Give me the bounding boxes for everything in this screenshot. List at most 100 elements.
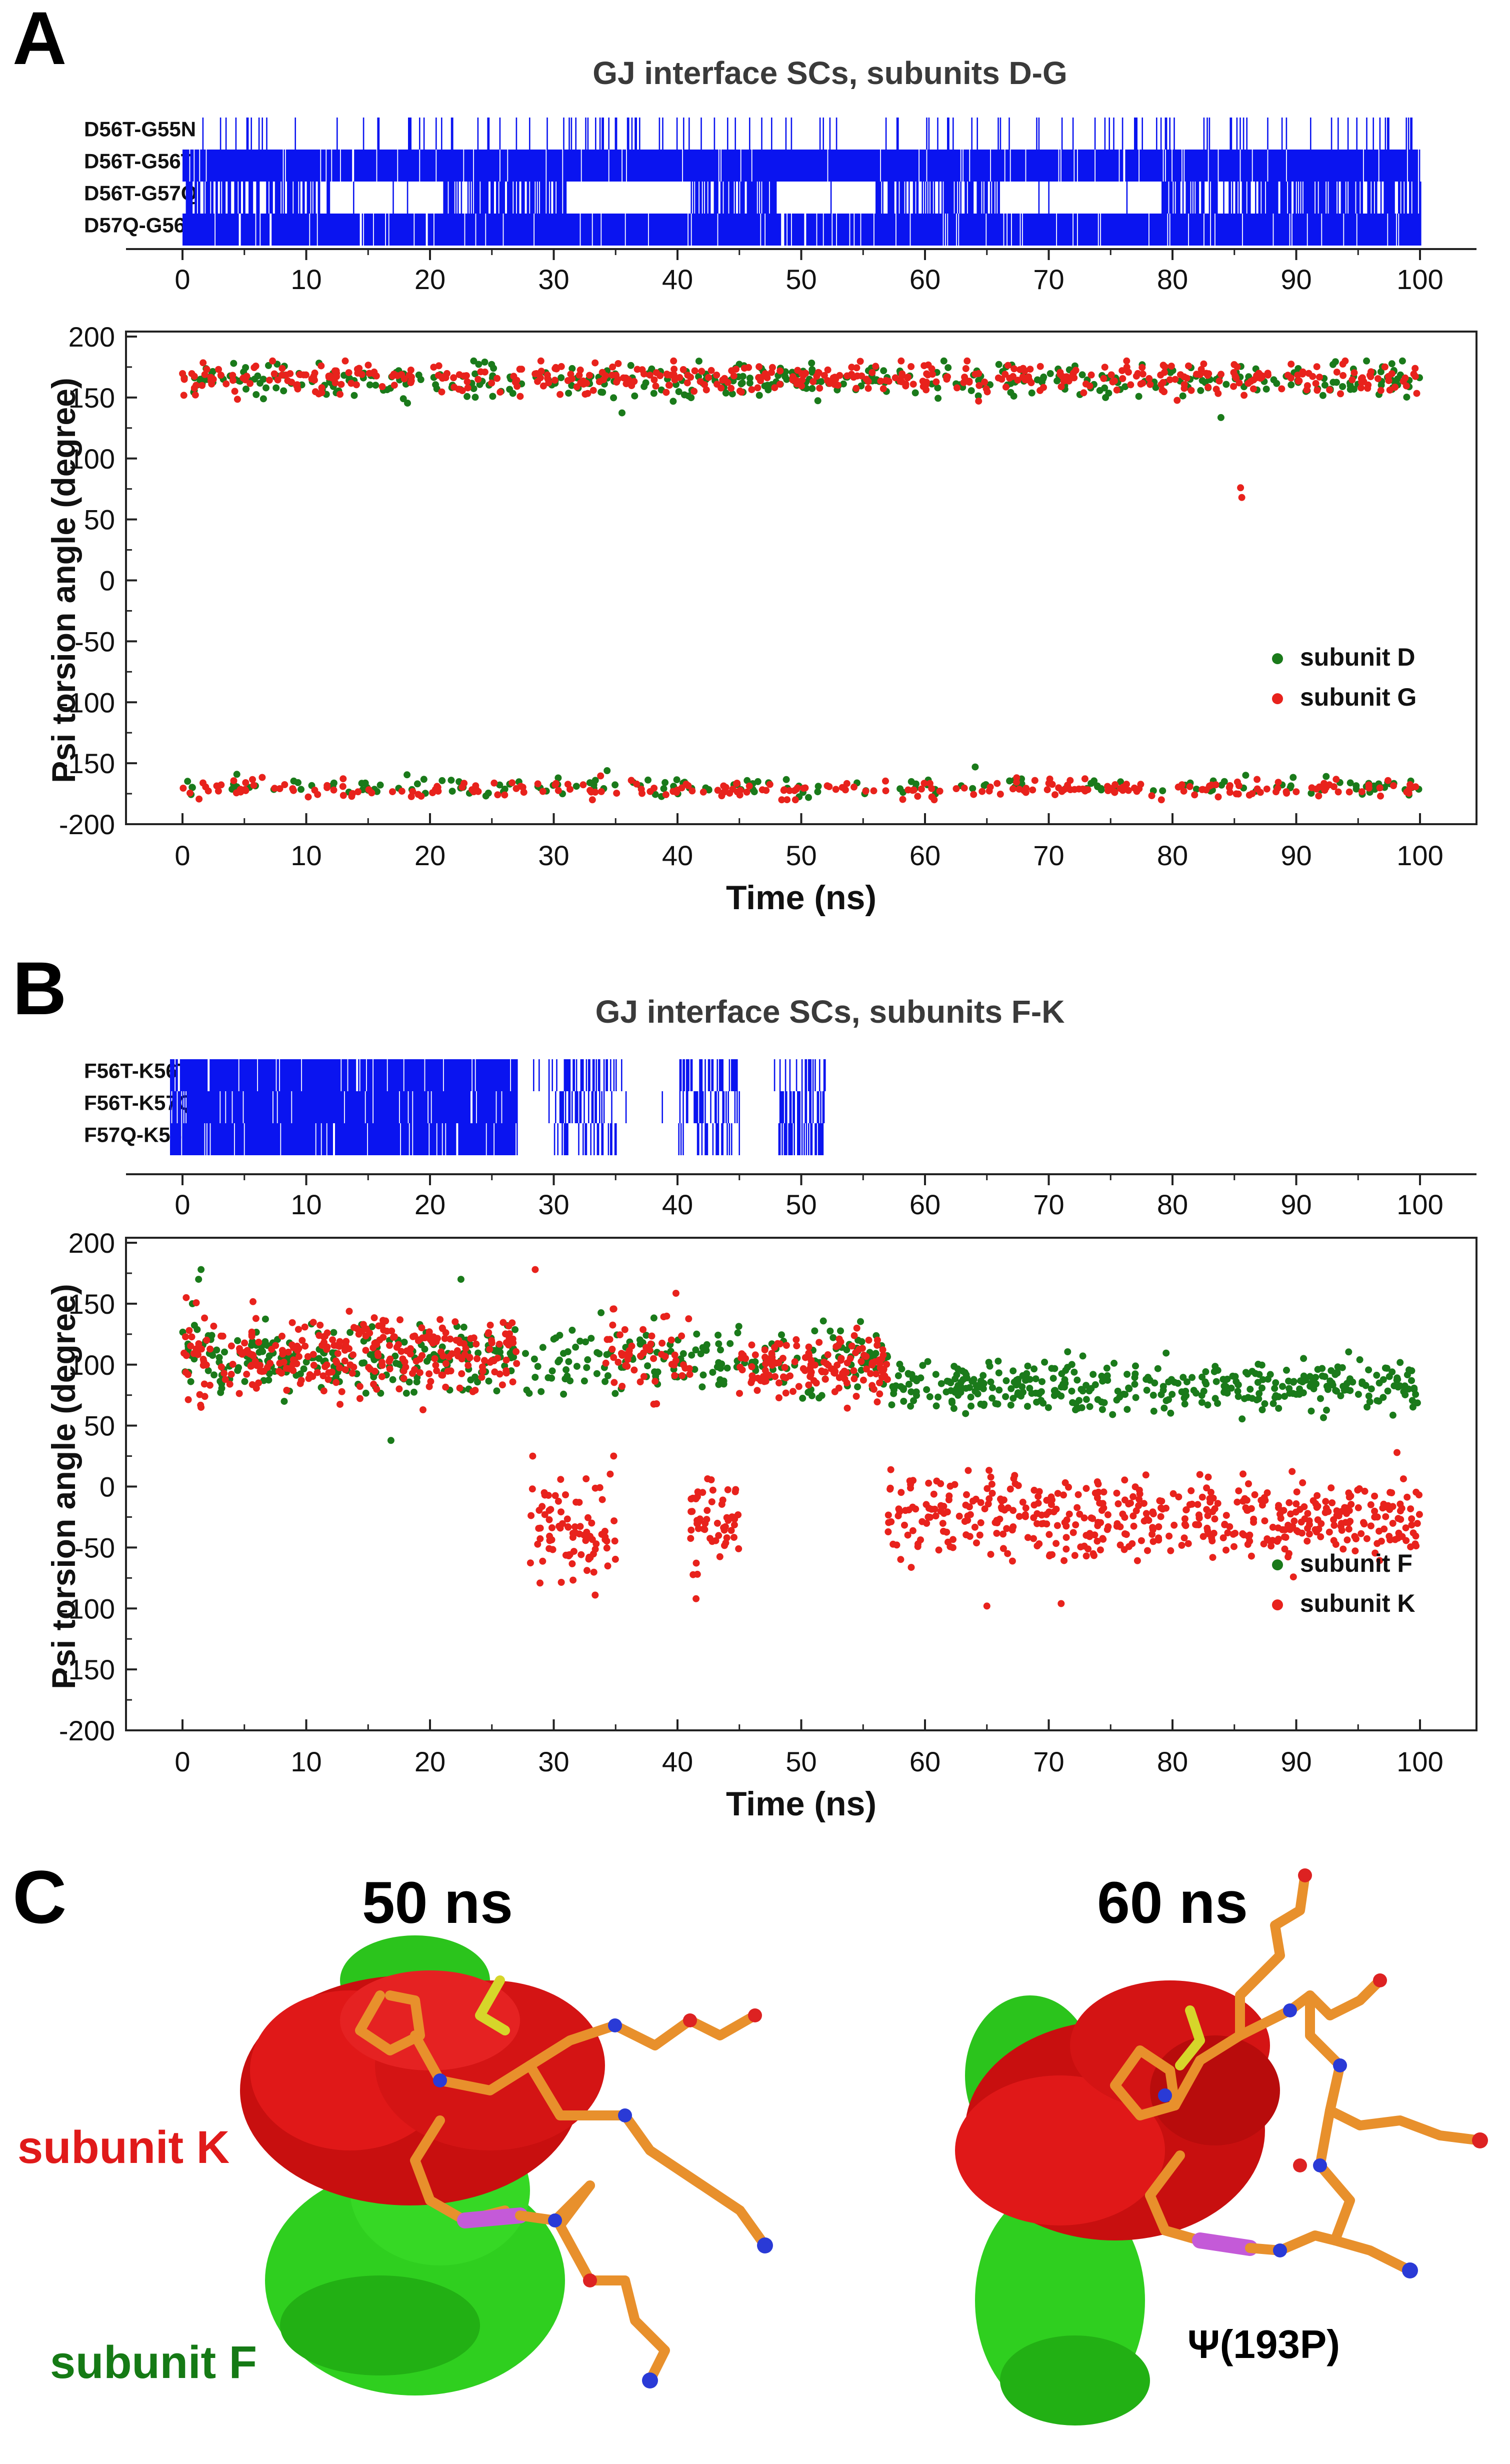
data-point-subunit-g xyxy=(784,796,791,804)
contact-tick xyxy=(966,214,968,246)
contact-tick xyxy=(416,214,417,246)
data-point-subunit-g xyxy=(831,381,838,388)
contact-tick xyxy=(966,214,967,246)
contact-tick xyxy=(485,182,486,214)
contact-tick xyxy=(1200,214,1202,246)
data-point-subunit-g xyxy=(1346,788,1353,796)
contact-tick xyxy=(1350,150,1351,182)
contact-tick xyxy=(631,118,633,150)
contact-tick xyxy=(682,214,684,246)
contact-tick xyxy=(213,214,215,246)
contact-tick xyxy=(780,150,782,182)
contact-tick xyxy=(1015,214,1016,246)
contact-tick xyxy=(446,1091,448,1123)
contact-tick xyxy=(885,214,887,246)
contact-tick xyxy=(294,182,295,214)
contact-tick xyxy=(638,150,640,182)
contact-tick xyxy=(502,182,503,214)
contact-tick xyxy=(472,1059,474,1091)
contact-tick xyxy=(459,1091,461,1123)
contact-tick xyxy=(262,214,264,246)
contact-tick xyxy=(1118,214,1120,246)
contact-tick xyxy=(784,1059,786,1091)
contact-tick xyxy=(724,214,725,246)
data-point-subunit-g xyxy=(766,781,774,788)
data-point-subunit-d xyxy=(627,362,634,369)
contact-tick xyxy=(670,214,672,246)
contact-tick xyxy=(194,1059,196,1091)
contact-tick xyxy=(692,214,694,246)
data-point-subunit-g xyxy=(552,364,560,371)
contact-tick xyxy=(973,150,975,182)
data-point-subunit-g xyxy=(719,377,726,384)
contact-tick xyxy=(1230,150,1232,182)
contact-tick xyxy=(322,150,324,182)
contact-tick xyxy=(614,214,615,246)
contact-tick xyxy=(782,1091,784,1123)
contact-tick xyxy=(330,1123,332,1155)
contact-tick xyxy=(1230,118,1232,150)
contact-tick xyxy=(927,214,928,246)
contact-tick xyxy=(1266,182,1268,214)
contact-tick xyxy=(554,214,556,246)
contact-tick xyxy=(384,150,386,182)
contact-tick xyxy=(336,118,338,150)
contact-tick xyxy=(540,214,542,246)
contact-tick xyxy=(971,150,972,182)
contact-tick xyxy=(362,214,364,246)
contact-tick xyxy=(1418,182,1420,214)
contact-tick xyxy=(411,150,413,182)
contact-tick xyxy=(338,1059,340,1091)
contact-tick xyxy=(541,182,542,214)
contact-tick xyxy=(312,214,314,246)
contact-tick xyxy=(281,1123,282,1155)
contact-tick xyxy=(200,1091,201,1123)
contact-tick xyxy=(208,214,210,246)
contact-tick xyxy=(1144,150,1146,182)
contact-tick xyxy=(1201,214,1202,246)
contact-tick xyxy=(1306,182,1308,214)
contact-tick xyxy=(192,1123,194,1155)
contact-tick xyxy=(194,1091,196,1123)
data-point-subunit-g xyxy=(213,782,220,790)
contact-tick xyxy=(405,1091,407,1123)
contact-tick xyxy=(675,150,677,182)
contact-tick xyxy=(1198,182,1200,214)
data-point-subunit-d xyxy=(572,783,580,790)
contact-tick xyxy=(1102,150,1104,182)
contact-tick xyxy=(259,1123,260,1155)
contact-tick xyxy=(424,150,426,182)
contact-tick xyxy=(595,118,596,150)
contact-tick xyxy=(1090,150,1092,182)
data-point-subunit-g xyxy=(944,373,951,381)
contact-tick xyxy=(780,214,782,246)
contact-tick xyxy=(722,150,724,182)
contact-tick xyxy=(195,1091,197,1123)
contact-tick xyxy=(1328,150,1329,182)
contact-tick xyxy=(1270,214,1272,246)
data-point-subunit-g xyxy=(853,364,860,372)
data-point-subunit-g xyxy=(1029,786,1036,794)
contact-tick xyxy=(393,1059,395,1091)
contact-tick xyxy=(1318,182,1320,214)
contact-tick xyxy=(888,150,890,182)
contact-tick xyxy=(582,1059,584,1091)
contact-tick xyxy=(1108,214,1109,246)
contact-tick xyxy=(328,1123,330,1155)
data-point-subunit-d xyxy=(652,791,659,798)
contact-tick xyxy=(1269,182,1271,214)
contact-tick xyxy=(410,1059,412,1091)
contact-tick xyxy=(602,214,604,246)
contact-tick xyxy=(1312,214,1314,246)
contact-tick xyxy=(994,214,996,246)
contact-tick xyxy=(436,214,437,246)
contact-tick xyxy=(1274,150,1275,182)
contact-tick xyxy=(352,214,354,246)
contact-tick xyxy=(548,214,550,246)
contact-tick xyxy=(526,214,527,246)
contact-tick xyxy=(1384,182,1385,214)
data-point-subunit-g xyxy=(640,370,648,378)
data-point-subunit-g xyxy=(1013,779,1020,786)
contact-tick xyxy=(190,1091,192,1123)
contact-tick xyxy=(516,1091,518,1123)
